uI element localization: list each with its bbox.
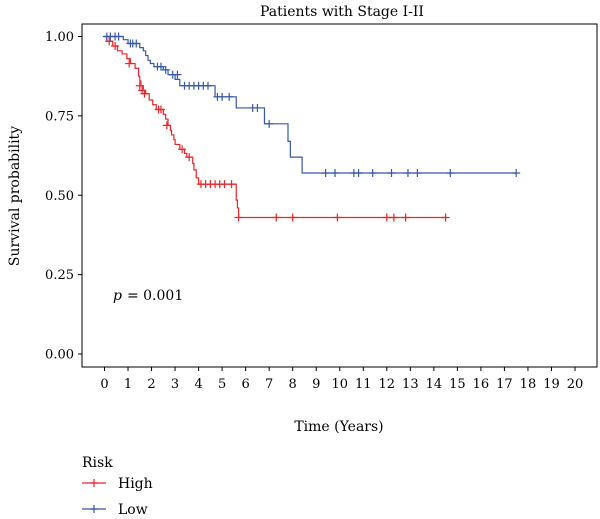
legend-swatch-plus	[90, 505, 98, 513]
x-tick-label: 5	[218, 377, 226, 392]
x-tick-label: 13	[402, 377, 419, 392]
x-tick-label: 12	[379, 377, 396, 392]
p-value-annotation: p = 0.001	[113, 288, 183, 304]
censor-mark	[354, 169, 363, 178]
legend-item-high: High	[82, 476, 153, 492]
censor-mark	[272, 213, 281, 222]
censor-mark	[125, 59, 134, 68]
y-tick-label: 0.50	[45, 189, 74, 204]
censor-mark	[446, 169, 455, 178]
legend: Risk High Low	[82, 455, 153, 518]
censor-mark	[140, 89, 149, 98]
censor-mark	[401, 213, 410, 222]
censor-mark	[173, 70, 182, 79]
x-tick-label: 9	[312, 377, 320, 392]
censor-mark	[441, 213, 450, 222]
series-high	[104, 35, 450, 222]
censor-mark	[234, 213, 243, 222]
legend-item-low: Low	[82, 502, 148, 518]
series-low	[102, 32, 521, 178]
censor-mark	[413, 169, 422, 178]
censor-mark	[114, 32, 123, 41]
censor-mark	[389, 213, 398, 222]
censor-mark	[105, 37, 114, 46]
survival-curve-low	[104, 35, 517, 174]
x-tick-label: 19	[543, 377, 560, 392]
x-tick-label: 4	[194, 377, 202, 392]
censor-mark	[512, 169, 521, 178]
censor-mark	[331, 169, 340, 178]
censor-mark	[321, 169, 330, 178]
survival-curve-high	[104, 35, 446, 219]
y-axis: 0.00 0.25 0.50 0.75 1.00	[45, 30, 82, 363]
x-tick-label: 11	[355, 377, 372, 392]
x-axis-label: Time (Years)	[294, 419, 383, 435]
y-axis-label: Survival probability	[7, 126, 23, 266]
plot-frame	[81, 23, 598, 368]
censor-mark	[265, 119, 274, 128]
x-tick-label: 8	[289, 377, 297, 392]
censor-mark	[135, 81, 144, 90]
legend-swatch-plus	[90, 479, 98, 487]
x-tick-label: 20	[567, 377, 584, 392]
chart-title: Patients with Stage I-II	[260, 4, 424, 20]
legend-label: High	[118, 476, 153, 492]
y-tick-label: 0.75	[45, 109, 74, 124]
x-tick-label: 0	[100, 377, 108, 392]
x-tick-label: 17	[496, 377, 513, 392]
censor-mark	[403, 169, 412, 178]
x-axis: 0 1 2 3 4 5 6 7 8 9 10 11 12 13 14 15 16 17 18 19 20	[100, 367, 583, 392]
censor-mark	[225, 92, 234, 101]
y-tick-label: 0.00	[45, 348, 74, 363]
censor-mark	[156, 62, 165, 71]
censor-mark	[111, 42, 120, 51]
censor-mark	[162, 121, 171, 130]
x-tick-label: 7	[265, 377, 273, 392]
x-tick-label: 15	[449, 377, 466, 392]
x-tick-label: 6	[242, 377, 250, 392]
censor-mark	[220, 180, 229, 189]
legend-items: High Low	[82, 476, 153, 518]
censor-mark	[368, 169, 377, 178]
censor-mark	[185, 153, 194, 162]
x-tick-label: 18	[520, 377, 537, 392]
censor-mark	[204, 81, 213, 90]
p-value-number: = 0.001	[127, 288, 183, 304]
y-tick-label: 0.25	[45, 268, 74, 283]
censor-mark	[178, 145, 187, 154]
x-tick-label: 10	[331, 377, 348, 392]
censor-mark	[333, 213, 342, 222]
x-tick-label: 2	[147, 377, 155, 392]
series-layer	[102, 32, 521, 222]
censor-mark	[227, 180, 236, 189]
censor-mark	[288, 213, 297, 222]
y-tick-label: 1.00	[45, 30, 74, 45]
censor-mark	[253, 103, 262, 112]
censor-mark	[132, 39, 141, 48]
censor-mark	[387, 169, 396, 178]
legend-label: Low	[118, 502, 148, 518]
censor-mark	[382, 213, 391, 222]
p-value-symbol: p	[113, 288, 122, 304]
censor-mark	[156, 105, 165, 114]
x-tick-label: 1	[124, 377, 132, 392]
x-tick-label: 14	[426, 377, 443, 392]
censor-mark	[218, 92, 227, 101]
x-tick-label: 3	[171, 377, 179, 392]
x-tick-label: 16	[473, 377, 490, 392]
legend-title: Risk	[82, 455, 113, 471]
plot-border	[81, 23, 598, 368]
censor-mark	[161, 65, 170, 74]
